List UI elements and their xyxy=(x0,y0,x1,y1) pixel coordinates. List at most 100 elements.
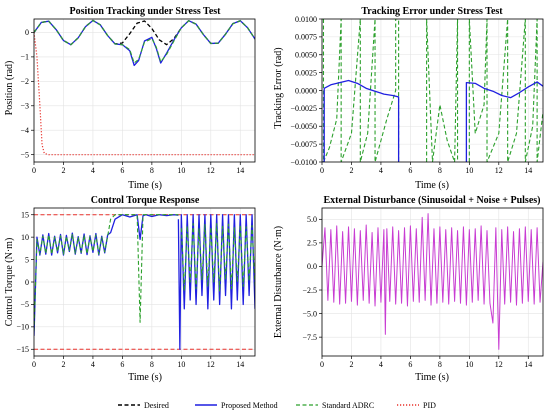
x-tick-label: 6 xyxy=(408,166,412,175)
series-group xyxy=(322,213,543,350)
x-tick-label: 10 xyxy=(177,166,185,175)
y-tick-label: −4 xyxy=(20,126,29,135)
y-tick-label: 0 xyxy=(25,28,29,37)
x-tick-label: 6 xyxy=(408,360,412,369)
panel-position: Position Tracking under Stress Test Time… xyxy=(4,6,256,191)
x-tick-label: 4 xyxy=(91,360,95,369)
x-tick-label: 10 xyxy=(465,166,473,175)
y-tick-label: 0.0100 xyxy=(295,15,317,24)
x-tick-label: 8 xyxy=(150,166,154,175)
plot-area: 0 2 4 6 8 10 12 14 0.0100 0.0075 0.0050 0.0025 0.000… xyxy=(290,15,544,175)
series-line-proposed xyxy=(34,214,179,336)
y-axis-label: Position (rad) xyxy=(4,61,15,116)
y-tick-label: 10 xyxy=(21,233,29,242)
y-tick-label: −0.0050 xyxy=(290,122,317,131)
x-tick-label: 8 xyxy=(438,360,442,369)
x-axis-label: Time (s) xyxy=(415,372,449,383)
y-tick-label: −0.0100 xyxy=(290,158,317,167)
series-line-adrc xyxy=(322,19,400,162)
plot-frame xyxy=(321,18,544,163)
y-axis-label: Tracking Error (rad) xyxy=(273,47,284,128)
panel-title: Control Torque Response xyxy=(91,195,200,206)
x-tick-label: 0 xyxy=(32,166,36,175)
series-line-adrc xyxy=(180,223,255,292)
legend-label: Desired xyxy=(144,401,169,410)
y-axis-label: External Disturbance (N·m) xyxy=(273,226,284,338)
y-tick-label: 0.0000 xyxy=(295,86,317,95)
x-tick-label: 2 xyxy=(61,360,65,369)
panel-torque: Control Torque Response Time (s) Control… xyxy=(4,195,256,383)
y-tick-label: −7.5 xyxy=(302,333,317,342)
legend-item-adrc: Standard ADRC xyxy=(296,401,374,410)
y-tick-label: −0.0075 xyxy=(290,140,317,149)
panel-title: External Disturbance (Sinusoidal + Noise… xyxy=(324,195,541,206)
series-line-adrc xyxy=(34,214,179,332)
y-axis-label: Control Torque (N·m) xyxy=(4,238,15,327)
x-tick-label: 12 xyxy=(495,166,503,175)
x-tick-label: 12 xyxy=(495,360,503,369)
x-tick-label: 6 xyxy=(120,166,124,175)
series-line-pid xyxy=(34,32,255,156)
y-tick-label: −1 xyxy=(20,53,29,62)
panel-title: Tracking Error under Stress Test xyxy=(361,6,503,17)
plot-frame xyxy=(33,18,256,163)
x-tick-label: 4 xyxy=(91,166,95,175)
series-line-adrc xyxy=(426,19,459,162)
x-tick-label: 14 xyxy=(524,360,532,369)
panel-title: Position Tracking under Stress Test xyxy=(70,6,222,17)
series-line-proposed xyxy=(322,79,400,162)
y-tick-label: −2 xyxy=(20,77,29,86)
y-tick-label: −2.5 xyxy=(302,286,317,295)
x-tick-label: 2 xyxy=(349,166,353,175)
y-tick-label: 0.0075 xyxy=(295,33,317,42)
x-tick-label: 4 xyxy=(379,166,383,175)
legend: Desired Proposed Method Standard ADRC PI… xyxy=(118,401,436,410)
y-tick-label: −5 xyxy=(20,300,29,309)
y-tick-label: −0.0025 xyxy=(290,104,317,113)
plot-frame xyxy=(33,207,256,357)
y-tick-label: 0 xyxy=(25,278,29,287)
x-tick-label: 12 xyxy=(207,166,215,175)
x-tick-label: 0 xyxy=(32,360,36,369)
legend-item-pid: PID xyxy=(397,401,436,410)
y-tick-label: −5 xyxy=(20,150,29,159)
x-tick-label: 10 xyxy=(177,360,185,369)
x-tick-label: 4 xyxy=(379,360,383,369)
x-axis-label: Time (s) xyxy=(415,180,449,191)
x-tick-label: 14 xyxy=(236,166,244,175)
panel-error: Tracking Error under Stress Test Time (s… xyxy=(273,6,544,191)
plot-area: 0 2 4 6 8 10 12 14 5.0 2.5 0.0 −2.5 −5.0 −7.5 xyxy=(302,207,544,369)
y-tick-label: 0.0 xyxy=(307,262,317,271)
panel-disturbance: External Disturbance (Sinusoidal + Noise… xyxy=(273,195,544,383)
y-tick-label: 15 xyxy=(21,211,29,220)
x-axis-label: Time (s) xyxy=(128,180,162,191)
y-tick-label: 0.0050 xyxy=(295,51,317,60)
legend-label: Proposed Method xyxy=(221,401,278,410)
plot-area: 0 2 4 6 8 10 12 14 15 10 5 0 −5 −10 −15 xyxy=(16,207,256,369)
y-tick-label: 5.0 xyxy=(307,215,317,224)
series-group xyxy=(34,19,255,156)
y-tick-label: −10 xyxy=(16,323,29,332)
legend-label: Standard ADRC xyxy=(322,401,374,410)
x-tick-label: 14 xyxy=(524,166,532,175)
x-axis-label: Time (s) xyxy=(128,372,162,383)
legend-item-proposed: Proposed Method xyxy=(195,401,278,410)
x-tick-label: 0 xyxy=(320,360,324,369)
plot-area: 0 2 4 6 8 10 12 14 0 −1 −2 −3 −4 −5 xyxy=(20,18,256,175)
x-tick-label: 6 xyxy=(120,360,124,369)
y-tick-label: 2.5 xyxy=(307,239,317,248)
x-tick-label: 12 xyxy=(207,360,215,369)
y-tick-label: 5 xyxy=(25,255,29,264)
x-tick-label: 10 xyxy=(465,360,473,369)
x-tick-label: 8 xyxy=(150,360,154,369)
series-group xyxy=(34,214,255,350)
series-line-proposed xyxy=(465,81,543,162)
x-tick-label: 2 xyxy=(349,360,353,369)
y-tick-label: −15 xyxy=(16,345,29,354)
series-line-disturbance xyxy=(322,213,543,350)
x-tick-label: 14 xyxy=(236,360,244,369)
x-tick-label: 2 xyxy=(61,166,65,175)
y-tick-label: 0.0025 xyxy=(295,68,317,77)
legend-label: PID xyxy=(423,401,436,410)
y-tick-label: −5.0 xyxy=(302,309,317,318)
